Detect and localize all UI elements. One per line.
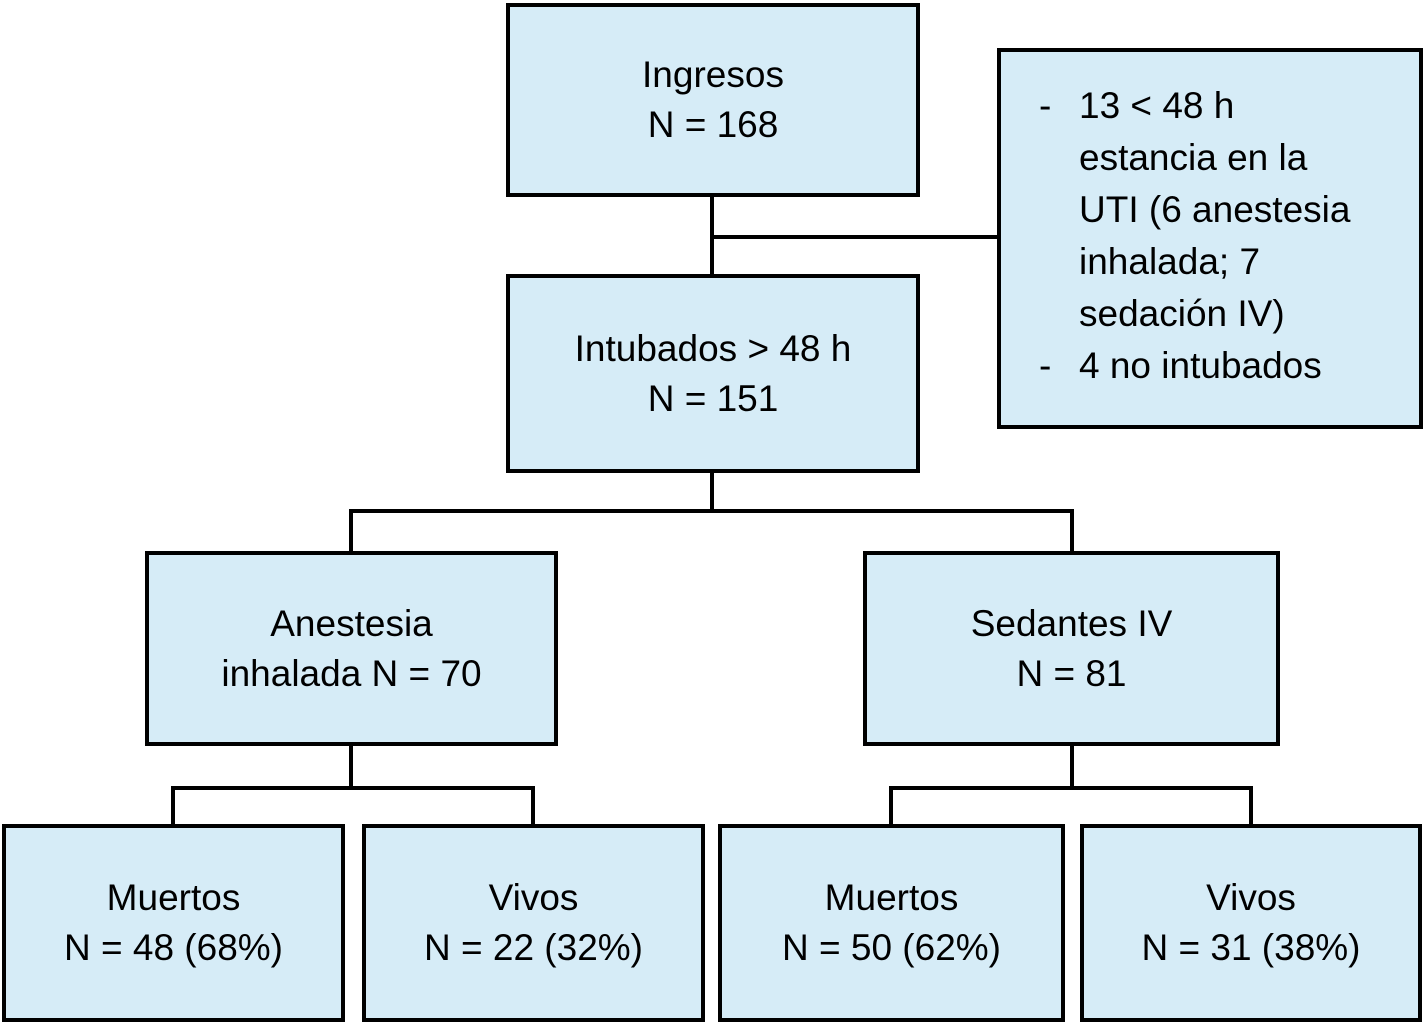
node-intubados: Intubados > 48 h N = 151	[506, 274, 920, 473]
node-ingresos-label: Ingresos	[642, 54, 784, 95]
exclusion-item-not-intubated-text: 4 no intubados	[1079, 340, 1322, 392]
connector-sedantes-rail	[889, 786, 1253, 790]
bullet-dash: -	[1039, 345, 1052, 386]
node-ingresos: Ingresos N = 168	[506, 3, 920, 197]
node-muertos-anestesia-label: Muertos	[106, 877, 241, 918]
node-intubados-count: N = 151	[647, 377, 779, 419]
node-sedantes-iv: Sedantes IV N = 81	[863, 551, 1280, 746]
bullet-dash: -	[1039, 85, 1052, 126]
connector-anestesia-stem	[349, 743, 353, 790]
connector-to-anestesia	[349, 509, 353, 554]
node-vivos-anestesia-label: Vivos	[488, 877, 579, 918]
node-muertos-sedantes-label: Muertos	[824, 877, 959, 918]
connector-intubados-rail	[349, 509, 1074, 513]
node-muertos-anestesia-count: N = 48 (68%)	[63, 927, 284, 968]
note-exclusions: - 13 < 48 h estancia en la UTI (6 aneste…	[997, 48, 1423, 429]
node-ingresos-count: N = 168	[647, 104, 779, 145]
exclusion-item-stay-text: 13 < 48 h estancia en la UTI (6 anestesi…	[1079, 80, 1350, 340]
node-vivos-anestesia-count: N = 22 (32%)	[423, 927, 644, 968]
connector-intubados-stem	[710, 470, 714, 513]
node-muertos-sedantes-count: N = 50 (62%)	[781, 927, 1002, 968]
node-sedantes-count: N = 81	[1016, 652, 1127, 694]
exclusion-line-3: UTI (6 anestesia	[1079, 189, 1351, 230]
exclusion-line-5: sedación IV)	[1079, 293, 1285, 334]
connector-ingresos-exclusions	[710, 235, 997, 239]
node-vivos-sedantes-count: N = 31 (38%)	[1141, 927, 1361, 968]
exclusion-item-stay: - 13 < 48 h estancia en la UTI (6 aneste…	[1039, 80, 1409, 340]
node-anestesia-count: inhalada N = 70	[221, 652, 482, 694]
node-anestesia-inhalada: Anestesia inhalada N = 70	[145, 551, 558, 746]
node-vivos-anestesia: Vivos N = 22 (32%)	[362, 824, 705, 1022]
exclusion-line-4: inhalada; 7	[1079, 241, 1261, 282]
connector-to-sedantes	[1070, 509, 1074, 554]
connector-to-vivos-sedantes	[1249, 786, 1253, 826]
exclusion-line-2: estancia en la	[1079, 137, 1308, 178]
node-intubados-label: Intubados > 48 h	[574, 327, 852, 369]
exclusion-item-not-intubated: - 4 no intubados	[1039, 340, 1409, 392]
connector-to-muertos-anestesia	[171, 786, 175, 826]
connector-to-vivos-anestesia	[531, 786, 535, 826]
node-vivos-sedantes: Vivos N = 31 (38%)	[1080, 824, 1422, 1022]
node-anestesia-label: Anestesia	[270, 602, 433, 644]
node-muertos-sedantes: Muertos N = 50 (62%)	[718, 824, 1065, 1022]
connector-sedantes-stem	[1070, 743, 1074, 790]
node-muertos-anestesia: Muertos N = 48 (68%)	[2, 824, 345, 1022]
connector-anestesia-rail	[171, 786, 535, 790]
node-vivos-sedantes-label: Vivos	[1206, 877, 1296, 918]
exclusion-line-1: 13 < 48 h	[1079, 85, 1235, 126]
exclusion-line-6: 4 no intubados	[1079, 345, 1322, 386]
connector-to-muertos-sedantes	[889, 786, 893, 826]
node-sedantes-label: Sedantes IV	[970, 602, 1173, 644]
